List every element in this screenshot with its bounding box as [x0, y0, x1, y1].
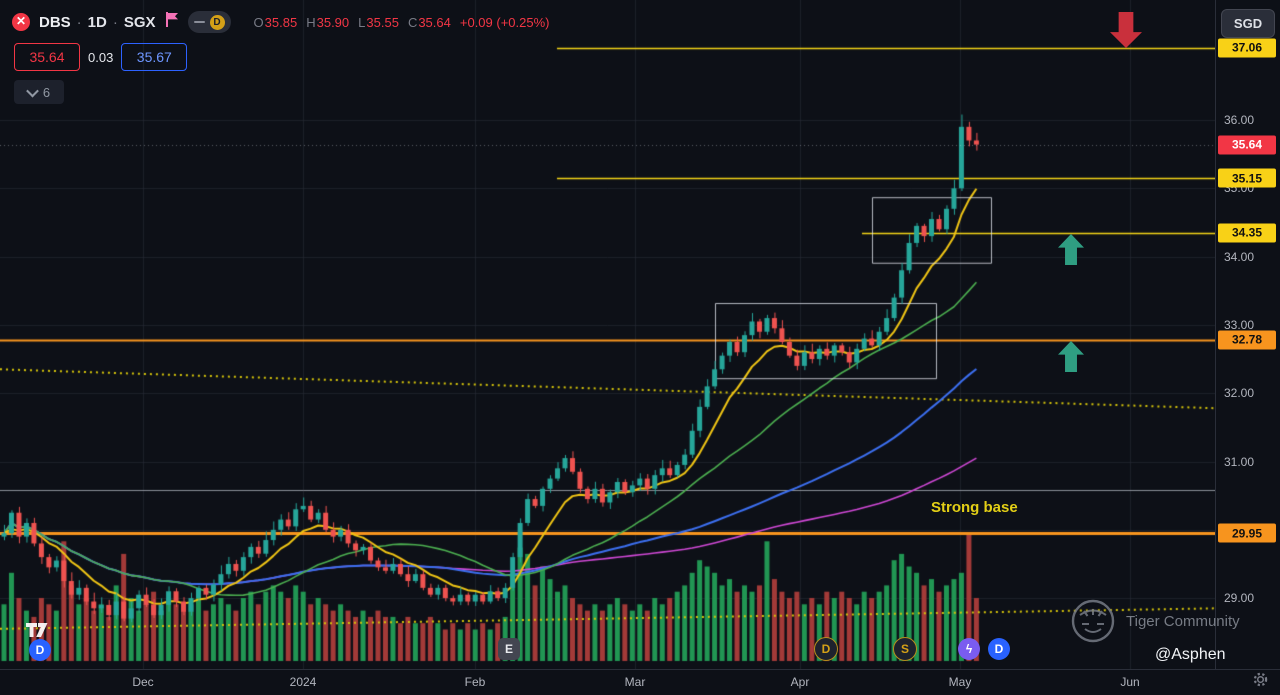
indicator-count: 6 [42, 84, 51, 100]
symbol-name: DBS [39, 13, 71, 31]
symbol-toolbar: ✕ DBS · 1D · SGX D O35.85 H35.90 L35.55 … [12, 11, 550, 33]
event-marker-s[interactable]: S [893, 637, 917, 661]
price-tick-label: 31.00 [1224, 454, 1255, 469]
price-tick-label: 33.00 [1224, 317, 1255, 332]
interval-tag-badge: D [209, 14, 225, 30]
time-tick-label: Apr [790, 675, 810, 689]
tiger-logo-icon [1071, 599, 1115, 643]
time-tick-label: Dec [132, 675, 154, 689]
price-level-badge: 37.06 [1218, 38, 1276, 58]
time-tick-label: Jun [1120, 675, 1140, 689]
price-chart-canvas[interactable] [0, 0, 1215, 670]
event-marker-d[interactable]: D [29, 639, 51, 661]
time-tick-label: May [948, 675, 972, 689]
currency-button[interactable]: SGD [1221, 9, 1275, 38]
price-tick-label: 36.00 [1224, 113, 1255, 127]
user-handle: @Asphen [1155, 646, 1226, 663]
price-tick-label: 34.00 [1224, 249, 1255, 264]
price-level-badge: 29.95 [1218, 523, 1276, 543]
event-marker-ϟ[interactable]: ϟ [958, 638, 980, 660]
interval-label: 1D [87, 13, 107, 31]
change-value: +0.09 (+0.25%) [459, 14, 550, 30]
event-marker-e[interactable]: E [498, 638, 520, 660]
time-tick-label: Mar [624, 675, 646, 689]
indicator-tag-pill[interactable]: D [187, 11, 231, 33]
price-tick-label: 32.00 [1224, 386, 1255, 401]
time-tick-label: 2024 [289, 675, 317, 689]
quote-row: 35.64 0.03 35.67 [14, 43, 188, 71]
bid-button[interactable]: 35.64 [14, 43, 80, 71]
high-value: H35.90 [306, 14, 350, 30]
tradingview-logo-icon[interactable] [22, 616, 52, 649]
strong-base-annotation[interactable]: Strong base [931, 499, 1018, 516]
event-marker-d[interactable]: D [814, 637, 838, 661]
flag-icon[interactable] [165, 11, 179, 33]
dash-icon [193, 21, 205, 23]
close-icon[interactable]: ✕ [12, 13, 30, 31]
time-axis[interactable]: Dec 2024 Feb Mar Apr May Jun [0, 669, 1280, 695]
price-axis[interactable]: 36.0035.0034.0033.0032.0031.0030.0029.00… [1215, 0, 1280, 670]
price-level-badge: 35.15 [1218, 168, 1276, 188]
symbol-title[interactable]: DBS · 1D · SGX [39, 14, 156, 31]
price-tick-label: 29.00 [1224, 591, 1255, 606]
separator-dot: · [76, 13, 82, 31]
price-level-badge: 35.64 [1218, 135, 1276, 155]
indicators-row: 6 [14, 80, 64, 104]
time-tick-label: Feb [464, 675, 486, 689]
chevron-down-icon [26, 84, 39, 97]
watermark-brand: Tiger Community [1126, 612, 1240, 630]
exchange-label: SGX [123, 13, 156, 31]
low-value: L35.55 [358, 14, 399, 30]
ohlc-legend: O35.85 H35.90 L35.55 C35.64 +0.09 (+0.25… [254, 15, 550, 30]
collapse-indicators-button[interactable]: 6 [14, 80, 64, 104]
gear-icon[interactable] [1253, 672, 1268, 692]
tiger-watermark: Tiger Community [1070, 598, 1240, 644]
spread-value: 0.03 [88, 49, 114, 65]
event-marker-d[interactable]: D [988, 638, 1010, 660]
separator-dot: · [112, 13, 118, 31]
price-level-badge: 32.78 [1218, 330, 1276, 350]
close-value: C35.64 [407, 14, 451, 30]
price-level-badge: 34.35 [1218, 223, 1276, 243]
ask-button[interactable]: 35.67 [121, 43, 188, 71]
open-value: O35.85 [253, 14, 298, 30]
